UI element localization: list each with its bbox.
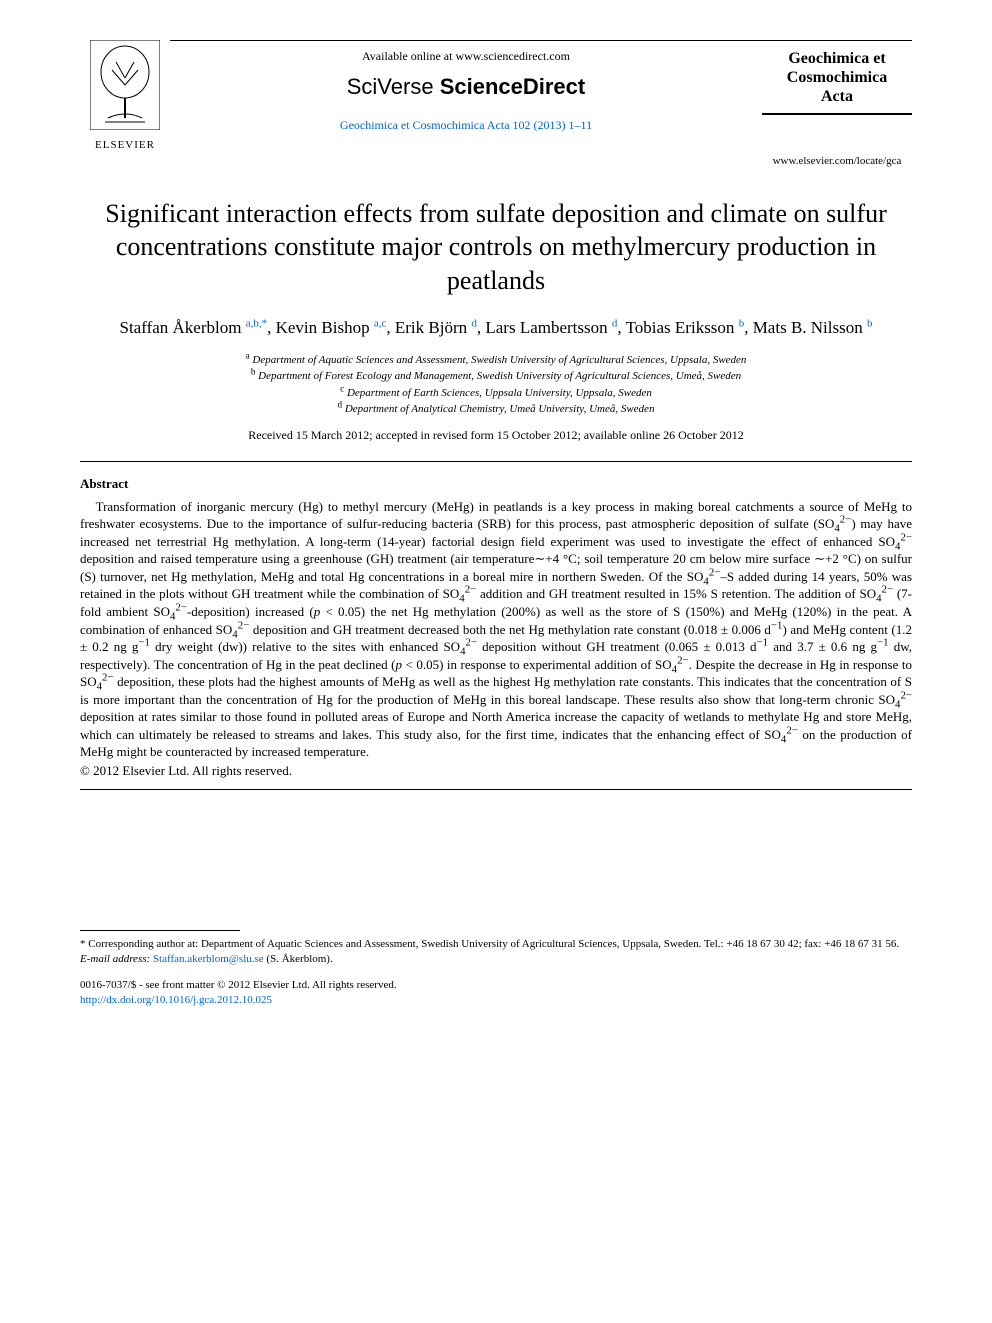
abstract-copyright: © 2012 Elsevier Ltd. All rights reserved…	[80, 763, 912, 779]
sciverse-logo: SciVerse ScienceDirect	[347, 74, 585, 100]
journal-reference-link[interactable]: Geochimica et Cosmochimica Acta 102 (201…	[190, 118, 742, 133]
author-affil-mark[interactable]: d	[471, 317, 477, 329]
header-band: ELSEVIER Available online at www.science…	[80, 40, 912, 167]
author: Erik Björn d	[395, 318, 477, 337]
author-affil-mark[interactable]: a,b,*	[246, 317, 267, 329]
doi-link[interactable]: http://dx.doi.org/10.1016/j.gca.2012.10.…	[80, 994, 272, 1006]
journal-name-line3: Acta	[821, 88, 853, 105]
email-link[interactable]: Staffan.akerblom@slu.se	[153, 953, 264, 965]
abstract-heading: Abstract	[80, 476, 912, 492]
elsevier-tree-icon	[90, 40, 160, 130]
available-online-text: Available online at www.sciencedirect.co…	[190, 49, 742, 64]
center-header: Available online at www.sciencedirect.co…	[170, 40, 762, 133]
article-dates: Received 15 March 2012; accepted in revi…	[80, 428, 912, 443]
author: Mats B. Nilsson b	[753, 318, 873, 337]
author-affil-mark[interactable]: d	[612, 317, 618, 329]
footer-meta: 0016-7037/$ - see front matter © 2012 El…	[80, 978, 912, 1009]
footnote-separator	[80, 930, 240, 931]
journal-name: Geochimica et Cosmochimica Acta	[762, 49, 912, 115]
sciverse-prefix: SciVerse	[347, 74, 434, 99]
affiliation: b Department of Forest Ecology and Manag…	[80, 368, 912, 385]
issn-line: 0016-7037/$ - see front matter © 2012 El…	[80, 979, 397, 991]
article-title: Significant interaction effects from sul…	[80, 197, 912, 298]
elsevier-logo-block: ELSEVIER	[80, 40, 170, 151]
author-affil-mark[interactable]: a,c	[374, 317, 387, 329]
journal-url: www.elsevier.com/locate/gca	[762, 155, 912, 167]
journal-name-line2: Cosmochimica	[787, 69, 887, 86]
author: Kevin Bishop a,c	[276, 318, 387, 337]
elsevier-label: ELSEVIER	[80, 139, 170, 151]
author: Staffan Åkerblom a,b,*	[120, 318, 268, 337]
author: Lars Lambertsson d	[485, 318, 617, 337]
author: Tobias Eriksson b	[626, 318, 745, 337]
affiliation: c Department of Earth Sciences, Uppsala …	[80, 385, 912, 402]
email-label: E-mail address:	[80, 953, 150, 965]
corresponding-text: * Corresponding author at: Department of…	[80, 938, 899, 950]
affiliation: d Department of Analytical Chemistry, Um…	[80, 401, 912, 418]
affiliation-list: a Department of Aquatic Sciences and Ass…	[80, 352, 912, 418]
journal-title-block: Geochimica et Cosmochimica Acta www.else…	[762, 40, 912, 167]
email-suffix: (S. Åkerblom).	[266, 953, 332, 965]
corresponding-author-footnote: * Corresponding author at: Department of…	[80, 937, 912, 968]
rule-below-abstract	[80, 789, 912, 790]
abstract-body: Transformation of inorganic mercury (Hg)…	[80, 498, 912, 761]
journal-name-line1: Geochimica et	[788, 50, 885, 67]
author-affil-mark[interactable]: b	[739, 317, 745, 329]
affiliation: a Department of Aquatic Sciences and Ass…	[80, 352, 912, 369]
rule-above-abstract	[80, 461, 912, 462]
sciverse-suffix: ScienceDirect	[440, 74, 586, 99]
author-list: Staffan Åkerblom a,b,*, Kevin Bishop a,c…	[80, 316, 912, 340]
author-affil-mark[interactable]: b	[867, 317, 873, 329]
